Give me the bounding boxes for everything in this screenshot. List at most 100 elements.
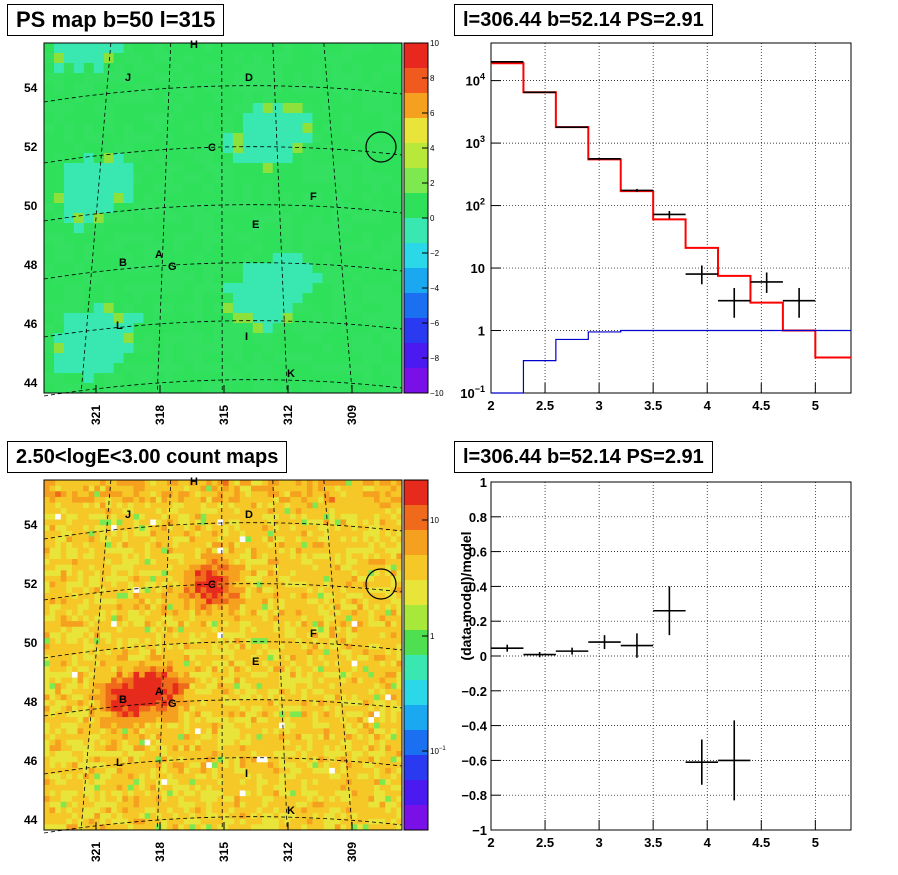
ps-colorbar-label: 10 (430, 39, 439, 48)
ps-y-tick-label: 46 (24, 317, 38, 331)
count-x-tick-label: 309 (345, 842, 359, 862)
residual-y-tick-label: −0.6 (461, 753, 487, 768)
source-label-F: F (310, 191, 317, 203)
ps-colorbar-label: 4 (430, 144, 435, 153)
ps-colorbar-label: 6 (430, 109, 435, 118)
ps-colorbar-label: −4 (430, 284, 440, 293)
count-map-title: 2.50<logE<3.00 count maps (7, 441, 288, 473)
count-lon-line (272, 479, 288, 831)
source-label-D: D (245, 509, 253, 521)
count-x-tick-label: 318 (153, 842, 167, 862)
count-graticule (43, 479, 403, 834)
source-label-I: I (245, 768, 248, 780)
ps-x-tick-label: 315 (217, 405, 231, 425)
spectrum-x-tick-label: 3 (595, 398, 602, 413)
count-x-tick-label: 312 (281, 842, 295, 862)
source-label-A: A (155, 249, 163, 261)
count-y-tick-label: 52 (24, 577, 38, 591)
source-label-L: L (116, 320, 123, 332)
spectrum-title: l=306.44 b=52.14 PS=2.91 (454, 4, 713, 36)
spectrum-panel: 2 2.5 3 3.5 4 4.5 5 10−1 1 10 102 103 104 l=306.44 b… (449, 0, 898, 437)
ps-lat-line (43, 85, 403, 103)
count-lat-line (43, 699, 403, 717)
count-heatmap-cells (44, 480, 403, 831)
ps-y-tick-label: 50 (24, 199, 38, 213)
spectrum-data-point (750, 272, 783, 293)
source-label-F: F (310, 628, 317, 640)
count-y-tick-label: 46 (24, 754, 38, 768)
count-lon-line (156, 479, 172, 831)
source-label-G: G (168, 698, 177, 710)
ps-x-tick-label: 321 (89, 405, 103, 425)
residual-data-point (491, 644, 524, 652)
ps-colorbar-label: −8 (430, 354, 440, 363)
ps-lon-line (156, 42, 172, 394)
residual-y-tick-label: 1 (480, 475, 487, 490)
residual-x-tick-label: 4 (704, 835, 712, 850)
source-label-J: J (125, 72, 131, 84)
residual-data-point (523, 651, 556, 658)
ps-y-tick-label: 52 (24, 140, 38, 154)
count-y-tick-label: 50 (24, 636, 38, 650)
ps-x-tick-label: 312 (281, 405, 295, 425)
residual-y-tick-label: 0.6 (469, 545, 487, 560)
spectrum-data-point (782, 287, 816, 318)
spectrum-step-series-1 (491, 329, 851, 394)
residual-x-tick-label: 3 (595, 835, 602, 850)
spectrum-data-point (588, 158, 621, 160)
source-label-E: E (252, 656, 259, 668)
count-lat-line (43, 583, 403, 601)
spectrum-x-tick-label: 4.5 (752, 398, 770, 413)
spectrum-data-point (685, 265, 719, 285)
count-lat-line (43, 757, 403, 775)
source-label-B: B (119, 694, 127, 706)
ps-colorbar-label: −10 (430, 389, 444, 398)
ps-colorbar-label: −6 (430, 319, 440, 328)
source-label-K: K (287, 805, 295, 817)
ps-map-frame (43, 42, 403, 394)
residual-x-tick-label: 2 (487, 835, 494, 850)
residual-data-point (620, 633, 654, 658)
ps-lat-line (43, 262, 403, 280)
count-colorbar (404, 480, 428, 831)
count-colorbar-frame (403, 479, 429, 831)
residual-panel: 2 2.5 3 3.5 4 4.5 5 1 0.8 0.6 0.4 0.2 0 −0.2 −0.4 −0.6 −… (449, 437, 898, 875)
residual-y-tick-label: 0.8 (469, 510, 487, 525)
spectrum-data-point (555, 126, 589, 128)
spectrum-x-tick-label: 3.5 (644, 398, 662, 413)
source-label-C: C (208, 579, 216, 591)
source-label-E: E (252, 219, 259, 231)
spectrum-y-tick-label: 103 (466, 134, 485, 151)
count-y-tick-label: 48 (24, 695, 38, 709)
residual-x-tick-label: 3.5 (644, 835, 662, 850)
residual-grid (490, 481, 851, 831)
spectrum-x-tick-label: 5 (812, 398, 819, 413)
count-x-tick-label: 315 (217, 842, 231, 862)
count-lat-line (43, 816, 403, 834)
spectrum-grid (490, 43, 851, 394)
residual-data-point (685, 739, 719, 785)
count-lat-line (43, 641, 403, 659)
count-x-tick-label: 321 (89, 842, 103, 862)
ps-map-title: PS map b=50 l=315 (7, 4, 225, 36)
count-map-plot: 321 318 315 312 309 54 52 50 48 46 44 H J D C F E B AG L I K 1… (24, 476, 446, 862)
ps-heatmap-cells (44, 43, 403, 394)
spectrum-data-point (718, 287, 751, 318)
spectrum-data-point (653, 210, 686, 219)
residual-y-tick-label: 0 (480, 649, 487, 664)
source-label-D: D (245, 72, 253, 84)
residual-data-point (555, 647, 589, 655)
residual-data-point (718, 720, 751, 801)
source-label-A: A (155, 686, 163, 698)
ps-colorbar-label: 2 (430, 179, 435, 188)
spectrum-x-tick-label: 2.5 (536, 398, 554, 413)
source-label-L: L (116, 757, 123, 769)
count-colorbar-label: 10 (430, 516, 439, 525)
source-label-K: K (287, 368, 295, 380)
ps-x-tick-label: 318 (153, 405, 167, 425)
count-y-tick-label: 54 (24, 518, 38, 532)
source-label-B: B (119, 257, 127, 269)
residual-y-tick-label: 0.2 (469, 614, 487, 629)
count-lon-line (323, 479, 353, 831)
ps-lat-line (43, 379, 403, 397)
